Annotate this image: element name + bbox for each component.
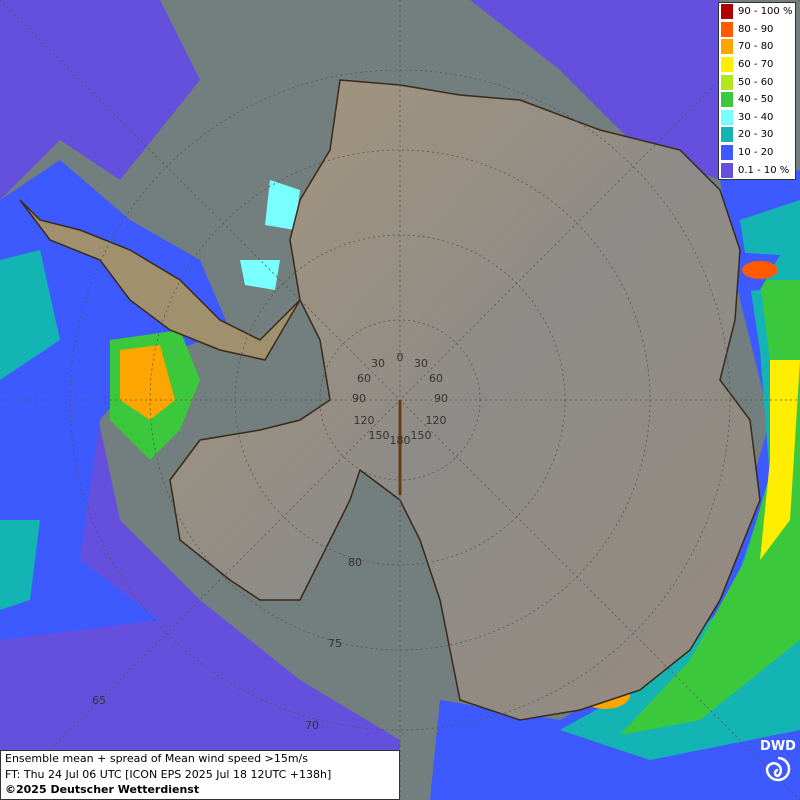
legend-item: 50 - 60 <box>719 73 795 91</box>
legend-swatch <box>721 57 733 73</box>
legend-swatch <box>721 39 733 55</box>
antarctic-peninsula <box>19 199 301 361</box>
legend-swatch <box>721 127 733 143</box>
wind-area <box>760 360 800 560</box>
legend-label: 60 - 70 <box>738 59 774 71</box>
lon-label: 60 <box>429 372 443 385</box>
legend-item: 70 - 80 <box>719 38 795 56</box>
lon-label: 60 <box>357 372 371 385</box>
legend-label: 90 - 100 % <box>738 6 793 18</box>
legend-label: 40 - 50 <box>738 94 774 106</box>
legend-item: 0.1 - 10 % <box>719 161 795 179</box>
lat-label: 80 <box>348 556 362 569</box>
lon-label: 150 <box>369 429 390 442</box>
legend-item: 80 - 90 <box>719 21 795 39</box>
wind-area <box>742 261 778 279</box>
lon-label: 0 <box>397 351 404 364</box>
lon-label: 120 <box>426 414 447 427</box>
wind-area <box>620 280 800 735</box>
caption-line: Ensemble mean + spread of Mean wind spee… <box>5 752 308 765</box>
legend-item: 20 - 30 <box>719 126 795 144</box>
legend-item: 10 - 20 <box>719 144 795 162</box>
lon-label: 30 <box>414 357 428 370</box>
legend-label: 80 - 90 <box>738 23 774 35</box>
lat-label: 75 <box>328 637 342 650</box>
legend-label: 70 - 80 <box>738 41 774 53</box>
lon-label: 150 <box>411 429 432 442</box>
legend-swatch <box>721 21 733 37</box>
lat-label: 70 <box>305 719 319 732</box>
legend-item: 60 - 70 <box>719 56 795 74</box>
legend-item: 40 - 50 <box>719 91 795 109</box>
legend-label: 50 - 60 <box>738 76 774 88</box>
caption-line: FT: Thu 24 Jul 06 UTC [ICON EPS 2025 Jul… <box>5 767 332 781</box>
caption-line: ©2025 Deutscher Wetterdienst <box>5 783 200 796</box>
legend-swatch <box>721 4 733 20</box>
legend-swatch <box>721 145 733 161</box>
legend-item: 90 - 100 % <box>719 3 795 21</box>
lon-label: 180 <box>390 434 411 447</box>
legend-swatch <box>721 162 733 178</box>
legend-label: 20 - 30 <box>738 129 774 141</box>
logo-icon <box>765 756 791 782</box>
lon-label: 90 <box>434 392 448 405</box>
legend-label: 0.1 - 10 % <box>738 164 790 176</box>
legend-label: 30 - 40 <box>738 111 774 123</box>
legend-swatch <box>721 109 733 125</box>
graticule-labels: 0 30 30 60 60 90 90 120 120 150 150 180 … <box>92 351 448 732</box>
lon-label: 90 <box>352 392 366 405</box>
legend-item: 30 - 40 <box>719 109 795 127</box>
logo: DWD <box>756 735 800 800</box>
wind-area <box>0 0 720 750</box>
lon-label: 30 <box>371 357 385 370</box>
wind-area <box>120 345 175 420</box>
caption: Ensemble mean + spread of Mean wind spee… <box>0 750 400 800</box>
legend: 90 - 100 % 80 - 90 70 - 80 60 - 70 50 - 60 40… <box>718 2 796 180</box>
lat-label: 65 <box>92 694 106 707</box>
lon-label: 120 <box>354 414 375 427</box>
legend-swatch <box>721 74 733 90</box>
wind-area <box>0 250 60 610</box>
logo-text: DWD <box>760 739 796 754</box>
legend-swatch <box>721 92 733 108</box>
legend-label: 10 - 20 <box>738 147 774 159</box>
